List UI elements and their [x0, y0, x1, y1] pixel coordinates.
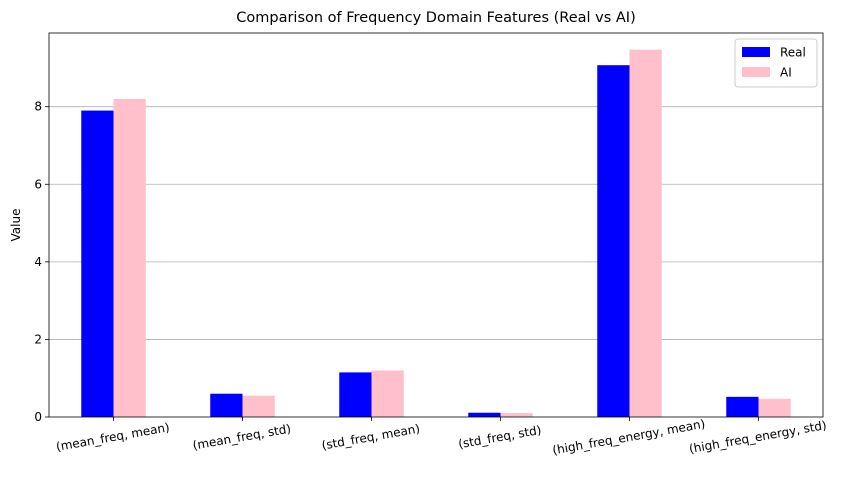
axes — [48, 32, 824, 418]
y-tick-label: 6 — [34, 177, 42, 191]
x-axis-ticks: (mean_freq, mean) (mean_freq, std) (std_fr… — [55, 417, 828, 458]
y-tick-label: 2 — [34, 332, 42, 346]
y-axis-title: Value — [9, 209, 23, 242]
y-tick-label: 8 — [34, 100, 42, 114]
chart-title: Comparison of Frequency Domain Features … — [236, 10, 635, 26]
bar-real-4 — [597, 65, 630, 417]
x-tick-label: (mean_freq, mean) — [55, 420, 171, 454]
y-axis-ticks: 0 2 4 6 8 — [34, 100, 49, 424]
x-tick-label: (std_freq, std) — [457, 423, 542, 451]
gridlines — [49, 106, 823, 340]
bar-real-3 — [468, 412, 501, 417]
bars — [81, 49, 791, 418]
legend-label-real: Real — [780, 46, 806, 60]
bar-ai-4 — [629, 49, 662, 418]
legend: Real AI — [734, 38, 818, 88]
x-tick-label: (std_freq, mean) — [321, 422, 421, 453]
x-tick-label: (high_freq_energy, mean) — [551, 417, 706, 458]
y-tick-label: 4 — [34, 255, 42, 269]
bar-ai-5 — [758, 398, 791, 417]
legend-label-ai: AI — [780, 66, 792, 80]
bar-ai-2 — [371, 370, 404, 417]
x-tick-label: (mean_freq, std) — [192, 422, 292, 453]
y-tick-label: 0 — [34, 410, 42, 424]
bar-ai-0 — [113, 98, 146, 417]
bar-real-1 — [210, 393, 243, 417]
bar-real-2 — [339, 372, 372, 417]
legend-swatch-ai — [742, 67, 770, 77]
bar-real-0 — [81, 110, 114, 418]
plot-frame — [48, 32, 824, 418]
bar-real-5 — [726, 396, 759, 417]
legend-swatch-real — [742, 47, 770, 57]
bar-ai-1 — [242, 395, 275, 417]
x-tick-label: (high_freq_energy, std) — [688, 418, 828, 456]
bar-ai-3 — [500, 413, 533, 417]
